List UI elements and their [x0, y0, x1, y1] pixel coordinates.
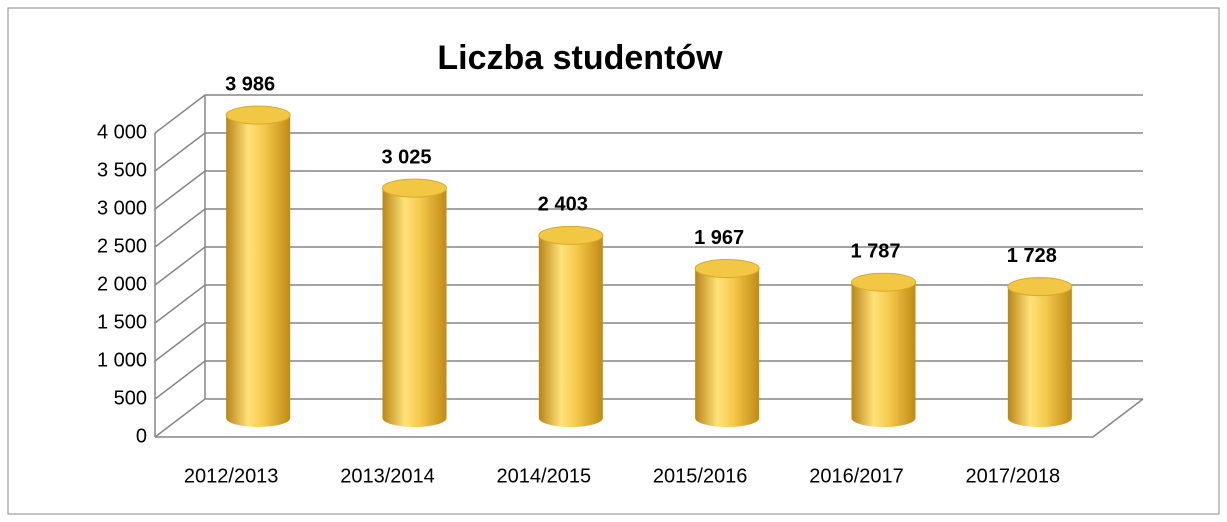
y-tick-label: 2 000 — [97, 273, 147, 295]
y-tick-label: 0 — [136, 425, 147, 447]
value-label: 3 986 — [225, 73, 275, 95]
cylinder-body — [851, 282, 916, 428]
x-tick-label: 2015/2016 — [653, 465, 748, 487]
floor-edge — [155, 398, 1144, 438]
chart-title: Liczba studentów — [437, 39, 723, 77]
x-tick-label: 2012/2013 — [184, 465, 279, 487]
cylinder-top — [225, 105, 291, 125]
cylinder-body — [538, 235, 603, 428]
y-tick-label: 3 000 — [97, 197, 147, 219]
cylinder-body — [382, 188, 447, 428]
y-tick-label: 500 — [114, 387, 147, 409]
x-tick-label: 2016/2017 — [809, 465, 904, 487]
value-label: 3 025 — [381, 146, 431, 168]
grid-line — [154, 360, 1143, 400]
grid-line — [154, 208, 1143, 248]
cylinder-top — [1007, 277, 1073, 297]
value-label: 1 728 — [1007, 245, 1057, 267]
value-label: 2 403 — [538, 194, 588, 216]
y-tick-label: 2 500 — [97, 235, 147, 257]
chart-frame — [7, 7, 1220, 515]
grid-line — [154, 246, 1143, 286]
cylinder-top — [538, 225, 604, 245]
cylinder-body — [1007, 286, 1072, 427]
grid-line — [154, 94, 1143, 134]
cylinder-body — [695, 268, 760, 428]
x-tick-label: 2014/2015 — [497, 465, 592, 487]
grid-line — [154, 170, 1143, 210]
cylinder-top — [694, 259, 760, 279]
cylinder-body — [226, 115, 291, 427]
grid-line — [154, 132, 1143, 172]
grid-line — [154, 284, 1143, 324]
grid-line — [154, 398, 1143, 438]
value-label: 1 787 — [850, 240, 900, 262]
value-label: 1 967 — [694, 227, 744, 249]
x-tick-label: 2017/2018 — [966, 465, 1061, 487]
cylinder-top — [851, 272, 916, 292]
y-tick-label: 3 500 — [97, 159, 147, 181]
grid-line — [154, 322, 1143, 362]
cylinder-top — [382, 178, 447, 198]
y-tick-label: 4 000 — [97, 121, 147, 143]
y-tick-label: 1 000 — [97, 349, 147, 371]
x-tick-label: 2013/2014 — [340, 465, 435, 487]
y-tick-label: 1 500 — [97, 311, 147, 333]
